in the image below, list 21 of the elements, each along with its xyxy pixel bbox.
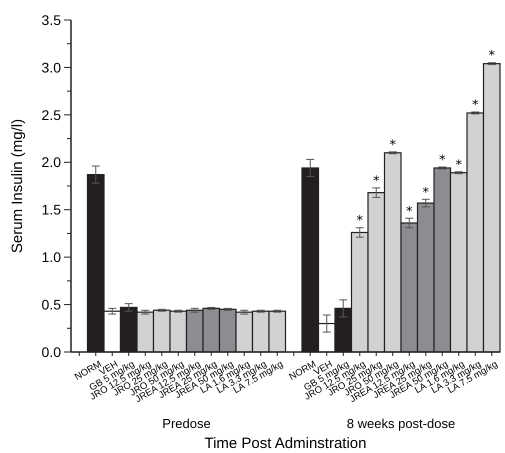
y-tick-label: 2.5 <box>42 106 62 123</box>
y-tick-label: 1.0 <box>42 249 62 266</box>
x-axis-title: Time Post Adminstration <box>204 435 367 452</box>
text: 8 weeks post-dose <box>346 416 456 431</box>
data-label: * <box>439 153 446 168</box>
data-label: * <box>472 98 479 114</box>
text: Predose <box>162 416 211 431</box>
data-label: * <box>356 214 364 229</box>
data-label: * <box>406 204 413 220</box>
data-label: * <box>373 174 380 189</box>
data-label: * <box>390 138 396 153</box>
y-tick-label: 0.0 <box>42 344 62 360</box>
y-tick-label: 0.5 <box>42 296 62 312</box>
y-tick-label: 1.5 <box>42 202 62 218</box>
data-label: * <box>456 158 462 173</box>
y-tick-label: 3.0 <box>42 59 62 76</box>
y-tick-label: 2.0 <box>42 154 62 170</box>
data-label: * <box>488 48 496 64</box>
y-axis-title: Serum Insulin (mg/l) <box>9 118 26 254</box>
data-label: * <box>422 185 430 200</box>
y-tick-label: 3.5 <box>42 12 62 28</box>
